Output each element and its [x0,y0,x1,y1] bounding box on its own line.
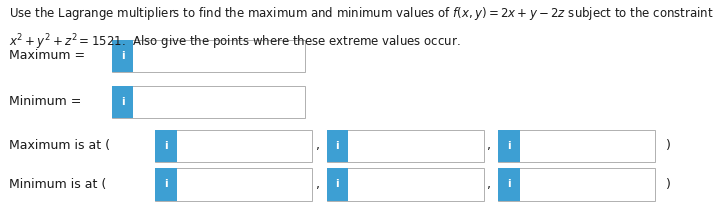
FancyBboxPatch shape [327,168,348,201]
FancyBboxPatch shape [155,168,177,201]
Text: i: i [335,141,340,151]
Text: ,: , [316,139,319,152]
FancyBboxPatch shape [498,168,520,201]
Text: i: i [120,51,125,61]
FancyBboxPatch shape [155,168,312,201]
FancyBboxPatch shape [327,130,484,162]
Text: i: i [507,141,511,151]
Text: Maximum =: Maximum = [9,49,89,62]
Text: Use the Lagrange multipliers to find the maximum and minimum values of $f(x, y) : Use the Lagrange multipliers to find the… [9,5,713,22]
Text: Minimum is at (: Minimum is at ( [9,178,110,191]
Text: Maximum is at (: Maximum is at ( [9,139,114,152]
FancyBboxPatch shape [498,168,655,201]
Text: ): ) [666,178,671,191]
FancyBboxPatch shape [155,130,177,162]
FancyBboxPatch shape [498,130,520,162]
FancyBboxPatch shape [112,86,305,118]
Text: i: i [335,180,340,189]
Text: i: i [120,97,125,107]
Text: Minimum =: Minimum = [9,95,85,108]
Text: ,: , [487,178,491,191]
FancyBboxPatch shape [327,168,484,201]
FancyBboxPatch shape [112,86,133,118]
Text: ,: , [487,139,491,152]
Text: i: i [507,180,511,189]
FancyBboxPatch shape [112,40,133,72]
FancyBboxPatch shape [498,130,655,162]
FancyBboxPatch shape [155,130,312,162]
FancyBboxPatch shape [112,40,305,72]
FancyBboxPatch shape [327,130,348,162]
Text: ): ) [666,139,671,152]
Text: i: i [164,141,168,151]
Text: $x^2 + y^2 + z^2 = 1521$.  Also give the points where these extreme values occur: $x^2 + y^2 + z^2 = 1521$. Also give the … [9,32,460,52]
Text: ,: , [316,178,319,191]
Text: i: i [164,180,168,189]
